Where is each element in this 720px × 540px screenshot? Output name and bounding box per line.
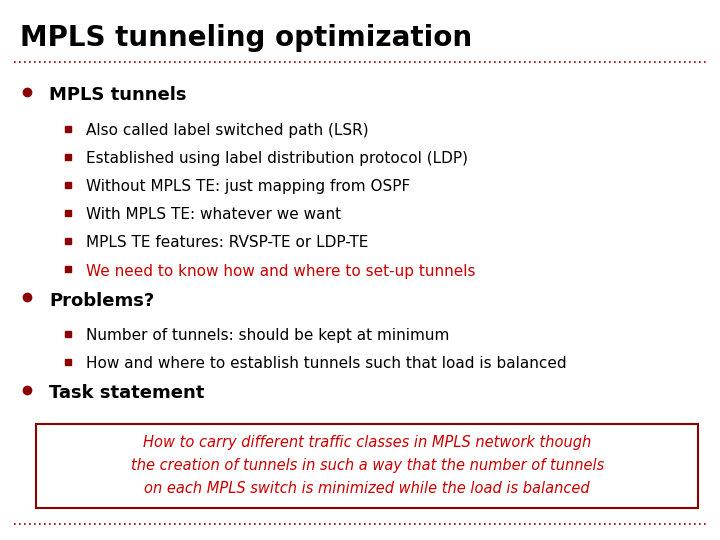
Text: With MPLS TE: whatever we want: With MPLS TE: whatever we want <box>86 207 341 222</box>
Text: How to carry different traffic classes in MPLS network though
the creation of tu: How to carry different traffic classes i… <box>130 435 604 496</box>
Text: Without MPLS TE: just mapping from OSPF: Without MPLS TE: just mapping from OSPF <box>86 179 410 194</box>
Text: MPLS TE features: RVSP-TE or LDP-TE: MPLS TE features: RVSP-TE or LDP-TE <box>86 235 369 251</box>
Text: Also called label switched path (LSR): Also called label switched path (LSR) <box>86 123 369 138</box>
Text: Task statement: Task statement <box>49 384 204 402</box>
Text: We need to know how and where to set-up tunnels: We need to know how and where to set-up … <box>86 264 476 279</box>
Text: MPLS tunneling optimization: MPLS tunneling optimization <box>20 24 472 52</box>
Text: Problems?: Problems? <box>49 292 154 309</box>
FancyBboxPatch shape <box>36 424 698 508</box>
Text: Number of tunnels: should be kept at minimum: Number of tunnels: should be kept at min… <box>86 328 450 343</box>
Text: Established using label distribution protocol (LDP): Established using label distribution pro… <box>86 151 469 166</box>
Text: MPLS tunnels: MPLS tunnels <box>49 86 186 104</box>
Text: How and where to establish tunnels such that load is balanced: How and where to establish tunnels such … <box>86 356 567 372</box>
